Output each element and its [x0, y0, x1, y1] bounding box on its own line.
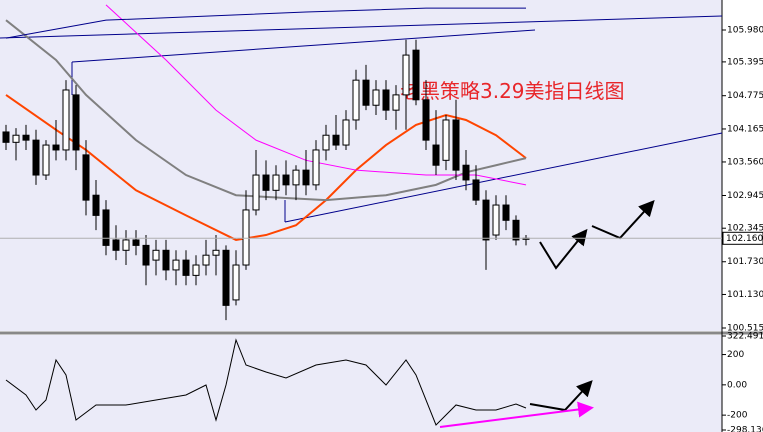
arrow: [539, 228, 588, 270]
y-tick-label: 104.165: [727, 124, 763, 134]
candle-body: [292, 169, 300, 186]
candle-body: [182, 259, 190, 276]
y-tick-label: -200: [727, 411, 748, 421]
candle-body: [32, 139, 40, 176]
candle-body: [202, 254, 210, 266]
candle-body: [322, 134, 330, 151]
candle-body: [42, 144, 50, 176]
drawings: [0, 15, 723, 223]
candle-body: [502, 204, 510, 221]
candle-body: [452, 119, 460, 171]
forecast-arrows: [439, 200, 655, 428]
candle-body: [82, 154, 90, 201]
candle-body: [392, 94, 400, 111]
y-tick-label: 101.730: [727, 257, 763, 267]
y-tick-label: 102.345: [727, 224, 763, 234]
annotation: 老黑策略3.29美指日线图: [400, 79, 625, 103]
y-tick-label: 322.4918: [727, 332, 763, 342]
candle-body: [102, 209, 110, 246]
arrow: [439, 401, 594, 428]
y-tick-label: 200: [727, 350, 744, 360]
candle-body: [62, 89, 70, 151]
candle-body: [282, 174, 290, 186]
candle-body: [442, 119, 450, 161]
trend-line: [71, 29, 536, 63]
y-tick-label: 100.515: [727, 324, 763, 334]
candle-body: [12, 134, 20, 143]
candle-body: [132, 239, 140, 246]
candle-body: [252, 174, 260, 211]
arrow: [529, 380, 593, 412]
candle-body: [52, 144, 60, 151]
candle-body: [372, 89, 380, 106]
candle-body: [92, 194, 100, 216]
candle-body: [272, 174, 280, 191]
candle-body: [492, 204, 500, 236]
candle-body: [162, 249, 170, 271]
candle-body: [402, 54, 410, 96]
y-tick-label: 101.130: [727, 290, 763, 300]
cci-panel: [0, 335, 722, 432]
candle-body: [112, 239, 120, 251]
candle-body: [242, 209, 250, 266]
candle-body: [422, 99, 430, 141]
candle-body: [152, 249, 160, 261]
candle-body: [432, 144, 440, 166]
candle-body: [22, 134, 30, 141]
candle-body: [122, 239, 130, 251]
cci-line: [5, 338, 527, 426]
y-tick-label: 105.980: [727, 25, 763, 35]
candle-body: [482, 199, 490, 241]
y-tick-label: 105.395: [727, 57, 763, 67]
candle-body: [192, 264, 200, 276]
y-tick-label: 102.945: [727, 191, 763, 201]
trend-line: [284, 132, 723, 223]
candle-body: [232, 264, 240, 301]
candle-body: [462, 164, 470, 181]
last-price-label: 102.160: [726, 234, 763, 244]
candle-body: [382, 89, 390, 111]
candle-body: [362, 79, 370, 106]
y-tick-label: 0.00: [727, 380, 747, 390]
candle-body: [72, 94, 80, 151]
candle-body: [262, 174, 270, 191]
y-tick-label: 103.560: [727, 157, 763, 167]
trend-line: [0, 15, 723, 39]
candle-body: [312, 149, 320, 186]
candle-body: [222, 249, 230, 306]
moving-average: [5, 7, 526, 39]
candle-body: [2, 131, 10, 143]
candle-body: [142, 244, 150, 266]
candle-body: [302, 169, 310, 186]
y-tick-label: 104.775: [727, 91, 763, 101]
candle-body: [212, 249, 220, 256]
candle-body: [512, 219, 520, 241]
candle-body: [172, 259, 180, 271]
y-tick-label: -298.136: [727, 426, 763, 432]
candle-body: [472, 179, 480, 201]
candle-body: [332, 134, 340, 146]
candle-body: [352, 79, 360, 121]
candle-body: [412, 49, 420, 101]
last-price-box: [722, 231, 763, 245]
candle-body: [342, 119, 350, 146]
